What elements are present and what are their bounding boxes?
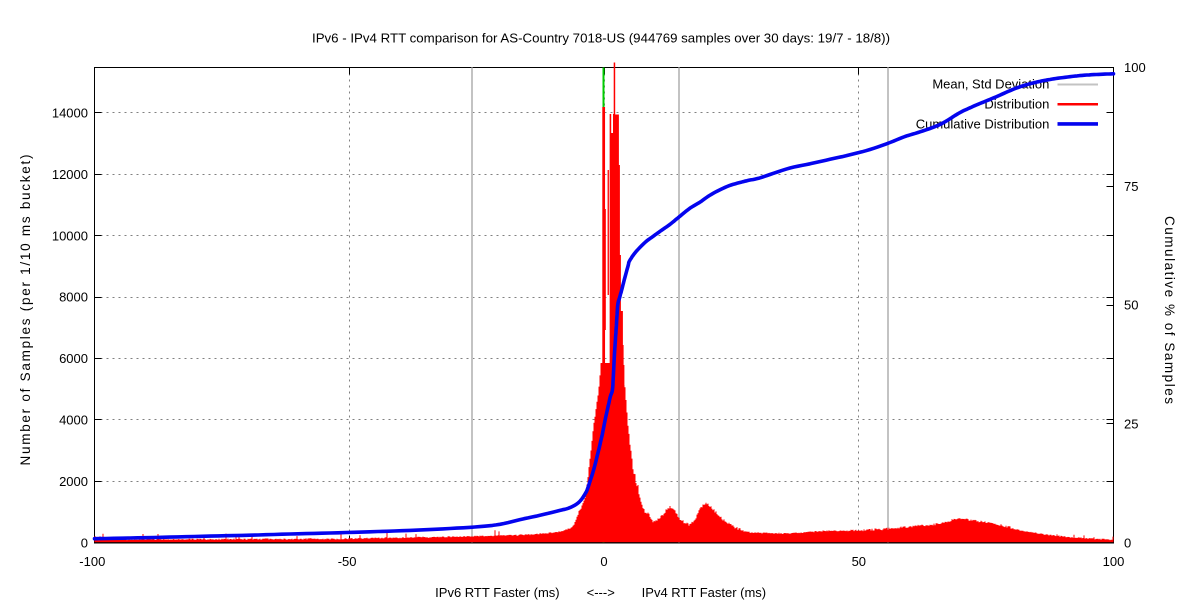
svg-text:2000: 2000	[59, 474, 88, 489]
svg-text:Cumulative Distribution: Cumulative Distribution	[916, 117, 1050, 132]
svg-text:8000: 8000	[59, 290, 88, 305]
svg-text:-50: -50	[338, 554, 357, 569]
svg-text:0: 0	[600, 554, 607, 569]
svg-text:14000: 14000	[52, 106, 88, 121]
svg-text:50: 50	[1124, 298, 1138, 313]
svg-text:50: 50	[852, 554, 866, 569]
svg-text:IPv6 RTT Faster (ms): IPv6 RTT Faster (ms)	[435, 585, 559, 600]
svg-text:-100: -100	[79, 554, 105, 569]
svg-text:25: 25	[1124, 417, 1138, 432]
svg-text:Distribution: Distribution	[984, 97, 1049, 112]
svg-text:10000: 10000	[52, 228, 88, 243]
svg-text:12000: 12000	[52, 167, 88, 182]
svg-text:IPv6 - IPv4 RTT comparison for: IPv6 - IPv4 RTT comparison for AS-Countr…	[312, 30, 890, 45]
svg-text:Cumulative % of Samples: Cumulative % of Samples	[1162, 216, 1177, 404]
svg-text:6000: 6000	[59, 351, 88, 366]
svg-text:75: 75	[1124, 179, 1138, 194]
svg-text:0: 0	[1124, 535, 1131, 550]
svg-text:Number of Samples (per 1/10 ms: Number of Samples (per 1/10 ms bucket)	[18, 155, 33, 466]
svg-text:0: 0	[81, 535, 88, 550]
svg-text:<--->: <--->	[587, 585, 615, 600]
svg-text:100: 100	[1124, 60, 1146, 75]
svg-text:100: 100	[1103, 554, 1125, 569]
svg-text:4000: 4000	[59, 413, 88, 428]
svg-text:IPv4 RTT Faster (ms): IPv4 RTT Faster (ms)	[642, 585, 766, 600]
